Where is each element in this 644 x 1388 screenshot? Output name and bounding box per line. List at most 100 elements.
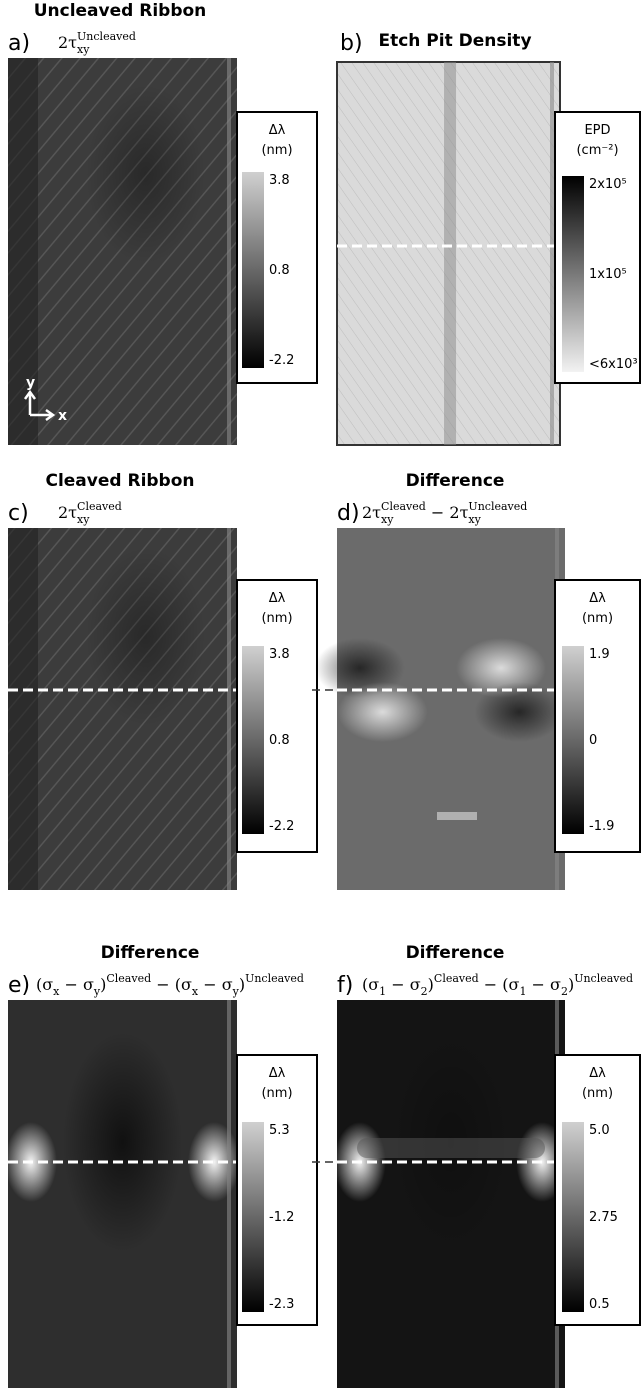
- colorbar: [562, 1122, 584, 1312]
- panel-subtitle: (σ1 − σ2)Cleaved − (σ1 − σ2)Uncleaved: [362, 972, 633, 998]
- subtitle-part: − σ: [59, 975, 94, 994]
- subtitle-part: Uncleaved: [77, 30, 136, 43]
- panel-letter: c): [8, 501, 29, 526]
- subtitle-part: xy: [468, 513, 481, 526]
- colorbar-tick: 1x10⁵: [589, 267, 627, 282]
- image-edge: [227, 58, 231, 445]
- subtitle-part: y: [93, 985, 101, 998]
- colorbar-tick: -2.2: [269, 819, 294, 834]
- image-edge: [227, 528, 231, 890]
- colorbar-unit: (nm): [261, 1086, 292, 1101]
- subtitle-part: ): [239, 975, 245, 994]
- colorbar-unit: (nm): [582, 1086, 613, 1101]
- panel: Cleaved Ribbon c) 2τxyCleaved Δλ (nm) 3.8 0.8 -…: [8, 471, 318, 890]
- colorbar-tick: 0.5: [589, 1297, 610, 1312]
- panel-subtitle: 2τxyCleaved − 2τxyUncleaved: [362, 500, 527, 526]
- subtitle-part: (σ: [36, 975, 53, 994]
- colorbar-tick: 3.8: [269, 173, 290, 188]
- subtitle-part: y: [232, 985, 240, 998]
- colorbar-tick: 2x10⁵: [589, 177, 627, 192]
- colorbar: [562, 176, 584, 372]
- colorbar: [562, 646, 584, 834]
- image-edge: [550, 62, 554, 445]
- subtitle-part: Cleaved: [381, 500, 426, 513]
- colorbar-unit: (nm): [261, 143, 292, 158]
- panel-title: Difference: [101, 943, 200, 963]
- panel-title: Difference: [406, 471, 505, 491]
- colorbar-tick: 2.75: [589, 1210, 618, 1225]
- colorbar-tick: <6x10³: [589, 357, 638, 372]
- subtitle-part: − σ: [526, 975, 561, 994]
- colorbar-tick: -1.2: [269, 1210, 294, 1225]
- image-band: [444, 62, 457, 445]
- panel-title: Uncleaved Ribbon: [34, 1, 207, 21]
- image-shade: [8, 58, 38, 445]
- axis-label: y: [26, 375, 35, 391]
- subtitle-part: Uncleaved: [574, 972, 633, 985]
- panel-letter: f): [337, 973, 353, 998]
- subtitle-part: xy: [77, 513, 90, 526]
- colorbar-tick: 0.8: [269, 733, 290, 748]
- subtitle-part: 1: [379, 985, 386, 998]
- colorbar-tick: 0.8: [269, 263, 290, 278]
- subtitle-part: ): [428, 975, 434, 994]
- colorbar-unit: (cm⁻²): [576, 143, 618, 158]
- image-lobe: [474, 682, 565, 742]
- colorbar-unit: (nm): [261, 611, 292, 626]
- subtitle-part: Cleaved: [434, 972, 479, 985]
- subtitle-part: − σ: [386, 975, 421, 994]
- image-lobe: [337, 682, 428, 742]
- colorbar-label: Δλ: [589, 1066, 606, 1081]
- subtitle-part: 2τ: [58, 33, 77, 52]
- panel: Difference f) (σ1 − σ2)Cleaved − (σ1 − σ2)…: [312, 943, 641, 1388]
- colorbar-label: Δλ: [589, 591, 606, 606]
- colorbar-tick: 1.9: [589, 647, 610, 662]
- colorbar-tick: -1.9: [589, 819, 614, 834]
- colorbar-tick: -2.3: [269, 1297, 294, 1312]
- subtitle-part: x: [53, 985, 60, 998]
- image-shade: [85, 84, 206, 265]
- colorbar-label: Δλ: [269, 123, 286, 138]
- panel-subtitle: (σx − σy)Cleaved − (σx − σy)Uncleaved: [36, 972, 304, 998]
- panel-letter: d): [337, 501, 360, 526]
- panel-title: Difference: [406, 943, 505, 963]
- colorbar-label: Δλ: [269, 591, 286, 606]
- colorbar-tick: 0: [589, 733, 597, 748]
- image-band: [437, 812, 477, 820]
- panel-title: Cleaved Ribbon: [45, 471, 194, 491]
- subtitle-part: − (σ: [479, 975, 520, 994]
- subtitle-part: Uncleaved: [468, 500, 527, 513]
- image-lobe: [62, 1032, 183, 1252]
- image-edge: [227, 1000, 231, 1388]
- colorbar-tick: -2.2: [269, 353, 294, 368]
- subtitle-part: Cleaved: [106, 972, 151, 985]
- panel-letter: a): [8, 31, 30, 56]
- panel-subtitle: 2τxyCleaved: [58, 500, 122, 526]
- colorbar: [242, 172, 264, 368]
- colorbar-tick: 5.3: [269, 1123, 290, 1138]
- subtitle-part: 2: [561, 985, 568, 998]
- colorbar-label: EPD: [584, 123, 610, 138]
- colorbar-unit: (nm): [582, 611, 613, 626]
- panel: Etch Pit Density b) EPD (cm⁻²) 2x10⁵ 1x10⁵ <6x…: [336, 31, 641, 446]
- subtitle-part: 1: [519, 985, 526, 998]
- subtitle-part: 2τ: [58, 503, 77, 522]
- subtitle-part: − 2τ: [426, 503, 469, 522]
- panel-subtitle: 2τxyUncleaved: [58, 30, 136, 56]
- subtitle-part: ): [100, 975, 106, 994]
- subtitle-part: Cleaved: [77, 500, 122, 513]
- image-shade: [8, 528, 38, 890]
- subtitle-part: − σ: [198, 975, 233, 994]
- subtitle-part: 2τ: [362, 503, 381, 522]
- image-band: [357, 1138, 545, 1158]
- subtitle-part: ): [568, 975, 574, 994]
- panel-title: Etch Pit Density: [378, 31, 531, 51]
- colorbar: [242, 1122, 264, 1312]
- colorbar: [242, 646, 264, 834]
